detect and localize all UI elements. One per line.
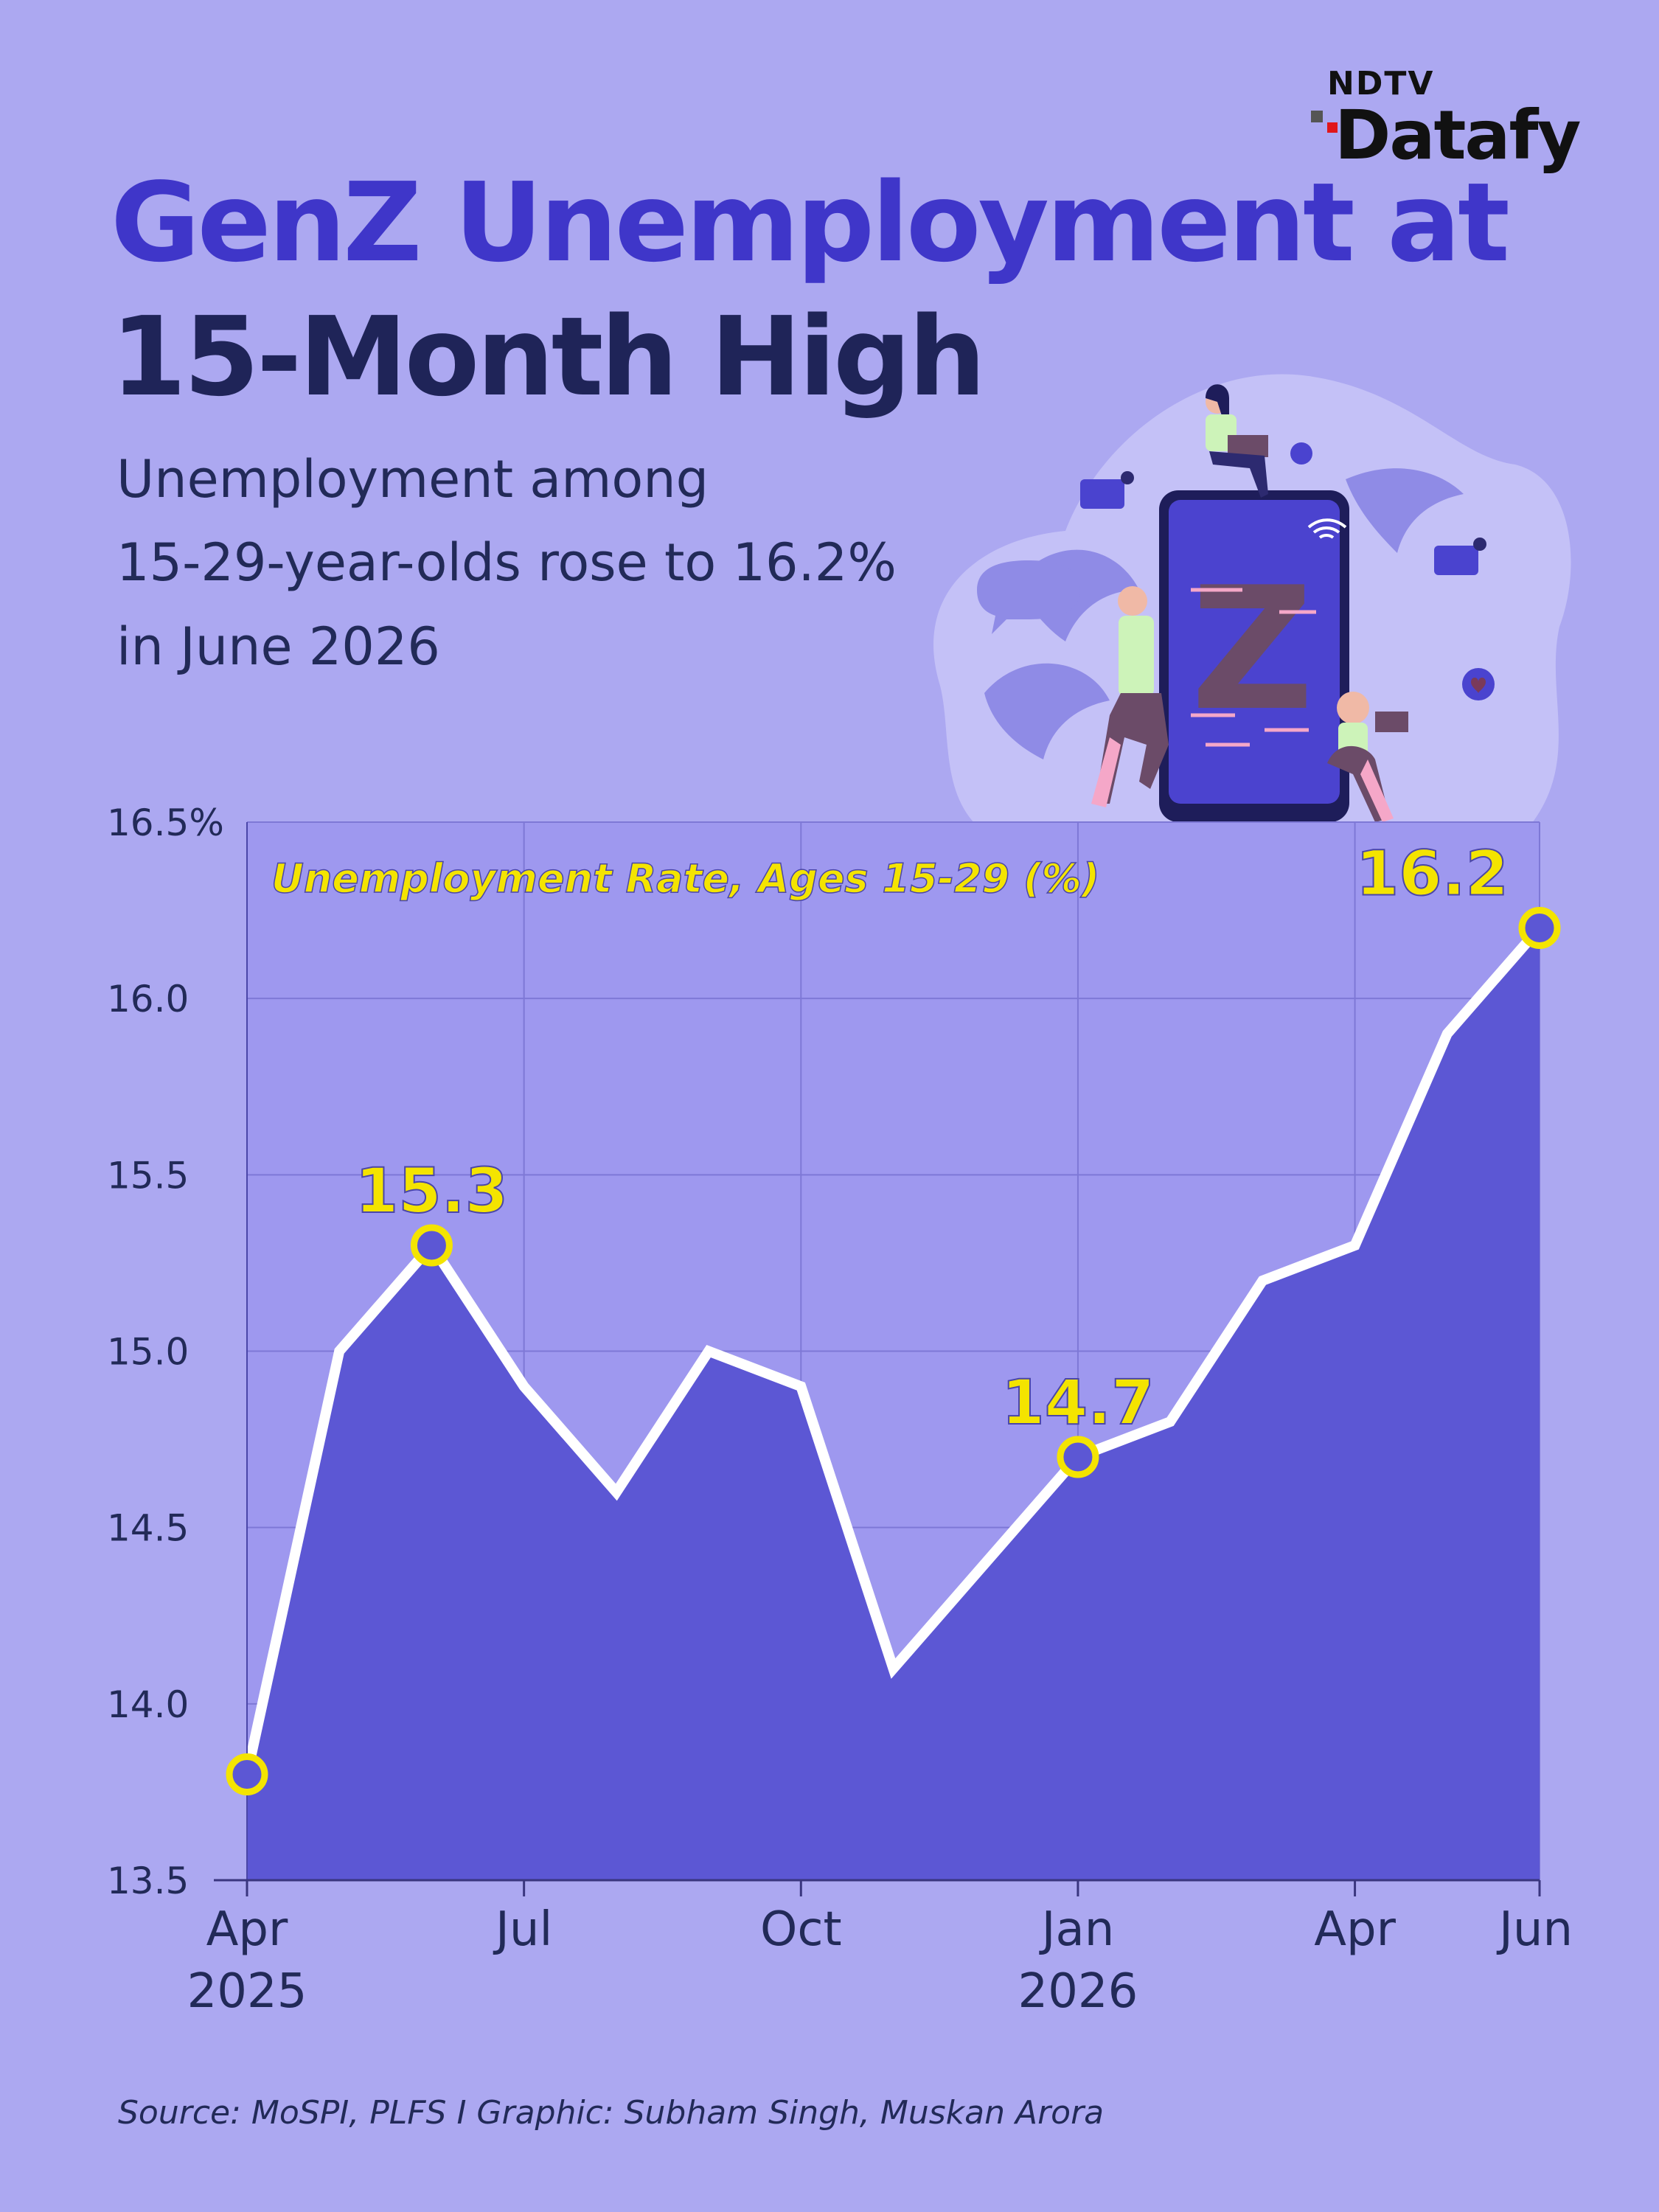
person-body-left (1119, 616, 1154, 697)
phone-screen (1169, 500, 1340, 804)
notification-badge-icon (1121, 471, 1134, 484)
person-pants-left (1091, 737, 1121, 807)
x-tick-label-year: 2025 (187, 1964, 307, 2019)
glitch-lines (1191, 588, 1316, 747)
y-tick-label: 13.5 (107, 1860, 189, 1902)
unemployment-area (247, 928, 1540, 1880)
x-tick-label: Jan (1039, 1902, 1115, 1957)
logo-square-grey (1311, 111, 1323, 122)
speech-bubble-icon (977, 560, 1080, 634)
y-axis-ticks: 16.5% 16.0 15.5 15.0 14.5 14.0 13.5 (107, 801, 224, 1902)
point-value-label: 15.3 (355, 1155, 508, 1227)
ndtv-datafy-logo: NDTV Datafy (1311, 65, 1599, 190)
person-head-right (1337, 692, 1369, 724)
page-title-line2: 15-Month High (111, 293, 986, 420)
person-hair-top (1206, 384, 1229, 420)
person-legs-top (1209, 451, 1268, 498)
x-tick-label: Oct (760, 1902, 842, 1957)
chart-title: Unemployment Rate, Ages 15-29 (%) (271, 855, 1099, 902)
heart-icon (1471, 678, 1486, 693)
subtitle-line1: Unemployment among (116, 449, 709, 509)
message-icon-right (1434, 546, 1478, 575)
point-value-label: 14.7 (1001, 1366, 1154, 1439)
highlight-point-marker (410, 1224, 453, 1267)
y-tick-label: 15.5 (107, 1154, 189, 1197)
subtitle-line3: in June 2026 (116, 616, 440, 677)
message-icon-left (1080, 479, 1124, 509)
y-tick-label: 14.5 (107, 1507, 189, 1550)
logo-brand: NDTV (1327, 65, 1435, 102)
highlight-point-marker (226, 1753, 268, 1795)
tablet-right (1375, 712, 1408, 732)
notification-badge-icon-2 (1473, 538, 1486, 551)
x-axis-ticks: Apr 2025 Jul Oct Jan 2026 Apr Jun (187, 1880, 1573, 2019)
y-tick-label: 14.0 (107, 1683, 189, 1726)
x-tick-label: Apr (206, 1902, 288, 1957)
y-tick-label: 15.0 (107, 1331, 189, 1374)
y-tick-label: 16.5% (107, 801, 224, 844)
point-value-labels: 15.3 14.7 16.2 (355, 837, 1509, 1440)
x-tick-label: Apr (1314, 1902, 1396, 1957)
subtitle-line2: 15-29-year-olds rose to 16.2% (116, 532, 897, 593)
x-tick-label-year: 2026 (1018, 1964, 1138, 2019)
wifi-icon (1307, 518, 1347, 539)
page-title-line1: GenZ Unemployment at (111, 159, 1510, 286)
person-head-left (1118, 586, 1147, 616)
leaf-shape-left-2 (984, 663, 1110, 759)
logo-square-red (1327, 122, 1338, 133)
logo-product: Datafy (1335, 96, 1582, 175)
y-tick-label: 16.0 (107, 978, 189, 1020)
unemployment-line (242, 924, 1544, 1775)
x-tick-label: Jul (493, 1902, 552, 1957)
leaf-shape-right (1346, 468, 1464, 553)
highlighted-points (226, 907, 1561, 1795)
person-pants-right (1360, 759, 1394, 822)
source-credit: Source: MoSPI, PLFS I Graphic: Subham Si… (118, 2094, 1105, 2132)
highlight-point-marker (1057, 1436, 1099, 1478)
genz-phone-illustration: Z (933, 374, 1571, 826)
x-tick-label: Jun (1496, 1902, 1573, 1957)
point-value-label: 16.2 (1356, 838, 1509, 910)
small-bubble-icon (1290, 442, 1312, 465)
highlight-point-marker (1518, 907, 1561, 949)
